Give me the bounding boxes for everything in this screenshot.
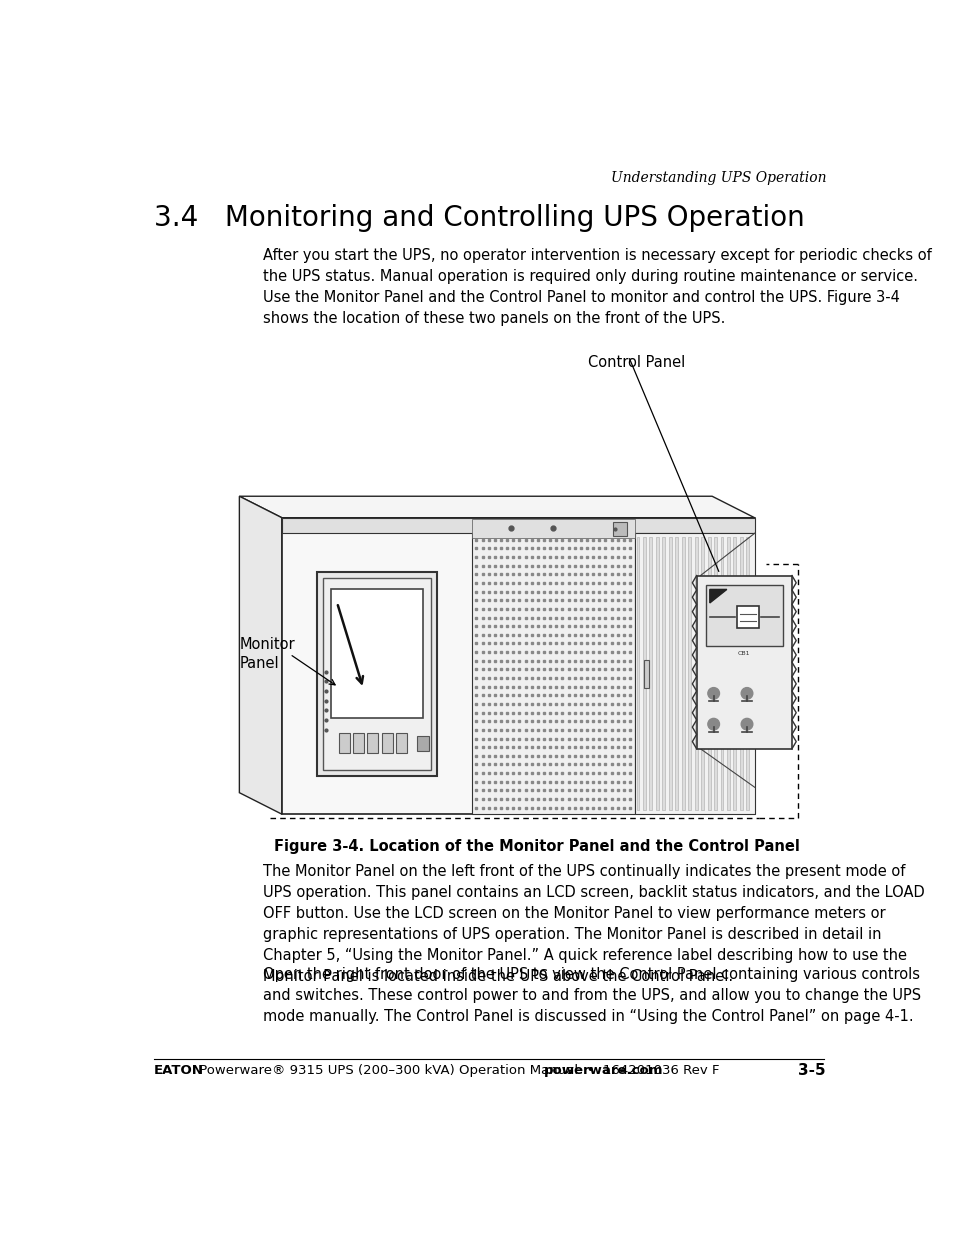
Bar (745, 537, 748, 810)
Text: EATON: EATON (154, 1065, 204, 1077)
Text: Powerware® 9315 UPS (200–300 kVA) Operation Manual  •  164201036 Rev F: Powerware® 9315 UPS (200–300 kVA) Operat… (195, 1065, 727, 1077)
Bar (707, 537, 710, 810)
Bar (323, 578, 431, 769)
Bar (282, 517, 754, 814)
Bar (636, 537, 639, 810)
Circle shape (707, 688, 719, 699)
Bar (705, 585, 781, 646)
Bar (675, 537, 678, 810)
Bar (634, 534, 754, 814)
Bar (720, 537, 722, 810)
Bar (687, 537, 690, 810)
Bar (353, 732, 364, 752)
Bar (316, 572, 436, 776)
Bar (696, 576, 791, 748)
Bar (700, 537, 703, 810)
Bar (472, 534, 634, 814)
Bar (282, 517, 754, 534)
Text: Figure 3-4. Location of the Monitor Panel and the Control Panel: Figure 3-4. Location of the Monitor Pane… (274, 839, 799, 853)
Bar (381, 732, 393, 752)
Bar (740, 537, 742, 810)
Bar (668, 537, 671, 810)
Bar (713, 537, 717, 810)
Text: CB1: CB1 (738, 651, 750, 656)
Polygon shape (239, 496, 754, 517)
Text: 3.4   Monitoring and Controlling UPS Operation: 3.4 Monitoring and Controlling UPS Opera… (154, 204, 804, 232)
Polygon shape (239, 496, 282, 814)
Text: Understanding UPS Operation: Understanding UPS Operation (610, 172, 825, 185)
Bar (694, 537, 697, 810)
Bar (643, 659, 648, 688)
Polygon shape (709, 589, 726, 603)
Text: powerware.com: powerware.com (543, 1065, 662, 1077)
Text: 3-5: 3-5 (798, 1063, 825, 1078)
Circle shape (740, 688, 752, 699)
Bar (416, 736, 429, 751)
Bar (661, 537, 664, 810)
Bar (726, 537, 729, 810)
Bar (367, 732, 378, 752)
Bar (338, 732, 350, 752)
Text: Open the right front door of the UPS to view the Control Panel containing variou: Open the right front door of the UPS to … (262, 967, 920, 1025)
Text: After you start the UPS, no operator intervention is necessary except for period: After you start the UPS, no operator int… (262, 248, 930, 326)
Bar (656, 537, 659, 810)
Bar (681, 537, 684, 810)
Bar (395, 732, 407, 752)
Text: Control Panel: Control Panel (587, 354, 684, 369)
Bar (649, 537, 652, 810)
Bar (472, 519, 634, 537)
Bar (642, 537, 645, 810)
Text: The Monitor Panel on the left front of the UPS continually indicates the present: The Monitor Panel on the left front of t… (262, 863, 923, 983)
Circle shape (707, 719, 719, 730)
Circle shape (740, 719, 752, 730)
Text: Monitor
Panel: Monitor Panel (239, 637, 294, 672)
Bar (737, 606, 759, 627)
Bar (733, 537, 736, 810)
Bar (331, 589, 422, 718)
Bar (612, 521, 626, 536)
